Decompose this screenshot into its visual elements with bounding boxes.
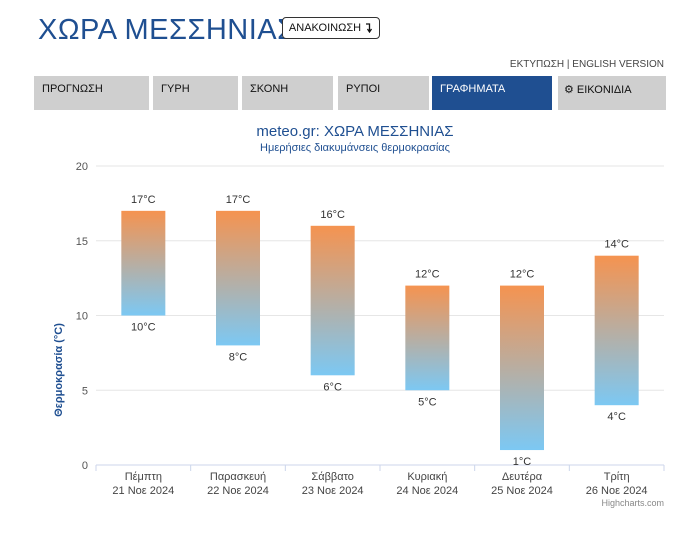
x-tick-label-day: Παρασκευή: [210, 471, 266, 483]
y-tick-label: 5: [82, 385, 88, 397]
x-tick-label-day: Κυριακή: [407, 471, 447, 483]
high-temp-label: 16°C: [320, 209, 345, 221]
temperature-range-bar: [500, 285, 544, 451]
low-temp-label: 4°C: [607, 411, 626, 423]
low-temp-label: 8°C: [229, 351, 248, 363]
plot-area: 0 5 10 15 20 17°C 10°C Πέμπτη 21 Νοε 2024 17°C 8°C…: [76, 161, 665, 497]
tab-pollutants[interactable]: ΡΥΠΟΙ: [338, 76, 429, 110]
x-tick-label-date: 22 Νοε 2024: [207, 485, 269, 497]
x-tick-label-day: Δευτέρα: [502, 471, 543, 483]
low-temp-label: 5°C: [418, 396, 437, 408]
x-tick-label-date: 25 Νοε 2024: [491, 485, 553, 497]
x-tick-label-day: Σάββατο: [311, 471, 353, 483]
page-title: ΧΩΡΑ ΜΕΣΣΗΝΙΑΣ: [38, 14, 296, 46]
link-separator: |: [564, 59, 573, 70]
x-tick-label-date: 24 Νοε 2024: [396, 485, 458, 497]
x-tick-label-date: 21 Νοε 2024: [112, 485, 174, 497]
tab-charts[interactable]: ΓΡΑΦΗΜΑΤΑ: [432, 76, 552, 110]
temperature-range-bar: [405, 285, 450, 391]
low-temp-label: 10°C: [131, 322, 156, 334]
y-axis-label: Θερμοκρασία (°C): [53, 323, 65, 417]
x-tick-label-day: Πέμπτη: [125, 471, 162, 483]
temperature-range-bar: [216, 210, 260, 346]
y-tick-label: 10: [76, 311, 88, 323]
highcharts-credits[interactable]: Highcharts.com: [601, 498, 664, 508]
x-tick-label-date: 23 Νοε 2024: [302, 485, 364, 497]
tab-widgets[interactable]: ⚙ ΕΙΚΟΝΙΔΙΑ: [558, 76, 666, 110]
tab-bar: ΠΡΟΓΝΩΣΗ ΓΥΡΗ ΣΚΟΝΗ ΡΥΠΟΙ ΓΡΑΦΗΜΑΤΑ ⚙ ΕΙΚ…: [34, 76, 666, 110]
high-temp-label: 14°C: [604, 239, 629, 251]
x-tick-label-date: 26 Νοε 2024: [586, 485, 648, 497]
low-temp-label: 1°C: [513, 456, 532, 468]
tab-forecast[interactable]: ΠΡΟΓΝΩΣΗ: [34, 76, 149, 110]
low-temp-label: 6°C: [323, 381, 342, 393]
tab-label: ΠΡΟΓΝΩΣΗ: [42, 83, 103, 95]
tab-label: ΕΙΚΟΝΙΔΙΑ: [576, 84, 632, 96]
arrow-down-icon: [366, 23, 373, 33]
announcement-label: ΑΝΑΚΟΙΝΩΣΗ: [288, 22, 362, 34]
tab-label: ΓΥΡΗ: [161, 83, 190, 95]
temperature-chart: meteo.gr: ΧΩΡΑ ΜΕΣΣΗΝΙΑΣ Ημερήσιες διακυ…: [53, 123, 665, 497]
y-tick-label: 20: [76, 161, 88, 173]
print-link[interactable]: ΕΚΤΥΠΩΣΗ: [509, 59, 565, 70]
x-tick-label-day: Τρίτη: [604, 471, 630, 483]
announcement-button[interactable]: ΑΝΑΚΟΙΝΩΣΗ: [282, 17, 380, 39]
tab-pollen[interactable]: ΓΥΡΗ: [153, 76, 238, 110]
english-version-link[interactable]: ENGLISH VERSION: [572, 59, 664, 70]
tab-dust[interactable]: ΣΚΟΝΗ: [242, 76, 333, 110]
chart-title: meteo.gr: ΧΩΡΑ ΜΕΣΣΗΝΙΑΣ: [256, 123, 453, 140]
gear-icon: ⚙: [564, 84, 574, 96]
high-temp-label: 17°C: [226, 194, 251, 206]
y-tick-label: 0: [82, 460, 88, 472]
y-tick-label: 15: [76, 236, 88, 248]
tab-label: ΡΥΠΟΙ: [346, 83, 381, 95]
tab-label: ΣΚΟΝΗ: [250, 83, 289, 95]
tab-label: ΓΡΑΦΗΜΑΤΑ: [440, 83, 506, 95]
temperature-range-bar: [594, 255, 639, 406]
temperature-range-bar: [121, 210, 166, 316]
temperature-range-bar: [310, 225, 355, 376]
high-temp-label: 12°C: [510, 269, 535, 281]
top-links: ΕΚΤΥΠΩΣΗ | ENGLISH VERSION: [510, 59, 664, 70]
high-temp-label: 12°C: [415, 269, 440, 281]
chart-subtitle: Ημερήσιες διακυμάνσεις θερμοκρασίας: [260, 142, 450, 154]
high-temp-label: 17°C: [131, 194, 156, 206]
